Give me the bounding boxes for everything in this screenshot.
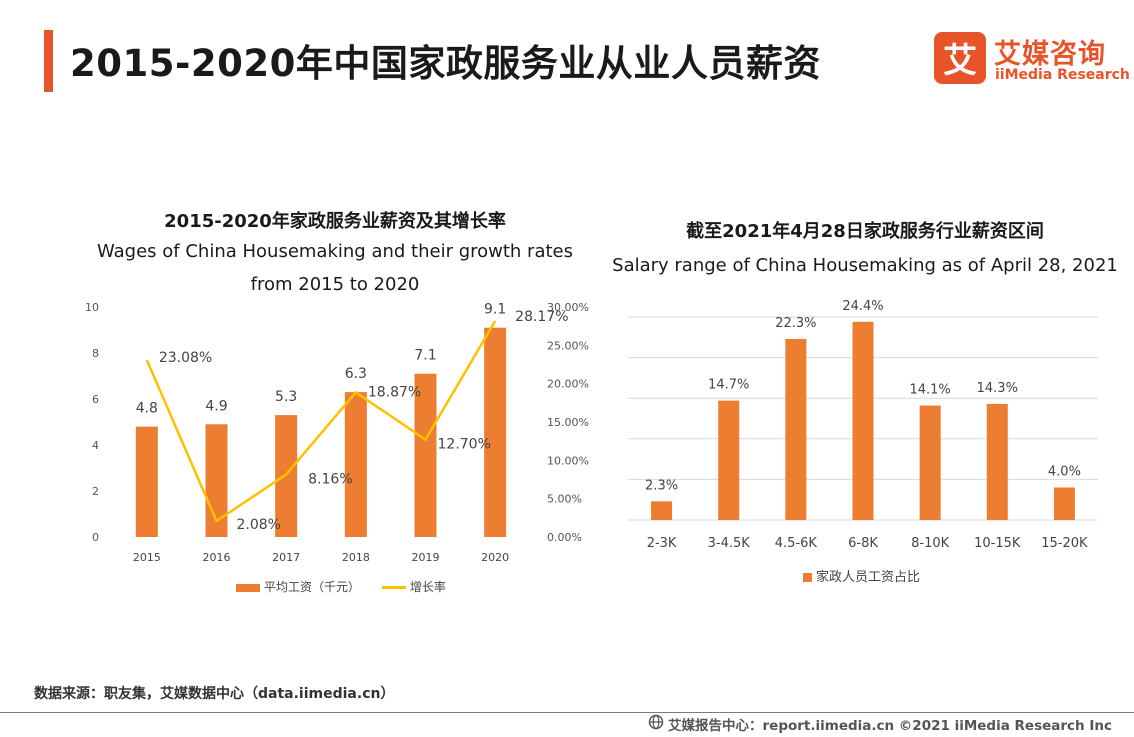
salary-share-bar — [651, 501, 673, 520]
logo-mark-icon: 艾 — [934, 32, 986, 84]
salary-share-bar — [919, 405, 941, 520]
salary-range-tick-label: 3-4.5K — [708, 536, 751, 551]
growth-rate-label: 2.08% — [237, 517, 281, 533]
growth-rate-label: 23.08% — [159, 350, 212, 366]
legend-item-wage: 平均工资（千元） — [236, 578, 360, 595]
salary-share-label: 14.3% — [977, 381, 1018, 396]
right-y-tick-label: 5.00% — [547, 493, 582, 506]
wage-bar — [484, 327, 507, 537]
legend-swatch-share — [803, 573, 812, 582]
left-y-tick-label: 6 — [92, 393, 99, 406]
salary-range-tick-label: 8-10K — [911, 536, 950, 551]
legend-swatch-line — [381, 586, 406, 589]
right-y-tick-label: 15.00% — [547, 416, 589, 429]
salary-share-bar — [785, 338, 807, 520]
salary-share-label: 4.0% — [1048, 465, 1081, 480]
right-y-tick-label: 10.00% — [547, 454, 589, 467]
data-source: 数据来源：职友集，艾媒数据中心（data.iimedia.cn） — [34, 686, 395, 702]
wage-bar — [414, 373, 437, 537]
wage-bar-label: 5.3 — [275, 389, 297, 405]
right-y-tick-label: 25.00% — [547, 339, 589, 352]
salary-range-tick-label: 6-8K — [848, 536, 878, 551]
salary-range-tick-label: 15-20K — [1041, 536, 1088, 551]
wage-bar-label: 7.1 — [414, 348, 436, 364]
salary-share-label: 2.3% — [645, 478, 678, 493]
growth-rate-label: 8.16% — [308, 471, 352, 487]
wage-bar-label: 9.1 — [484, 302, 506, 318]
growth-rate-label: 12.70% — [438, 437, 491, 453]
right-y-tick-label: 30.00% — [547, 301, 589, 314]
growth-rate-label: 28.17% — [515, 309, 568, 325]
right-y-tick-label: 20.00% — [547, 378, 589, 391]
left-chart-title: 2015-2020年家政服务业薪资及其增长率 — [164, 211, 506, 232]
wage-bar-label: 4.8 — [136, 401, 158, 417]
left-y-tick-label: 10 — [85, 301, 99, 314]
x-tick-label: 2017 — [272, 551, 300, 564]
wage-bar — [135, 426, 158, 537]
x-tick-label: 2016 — [203, 551, 231, 564]
salary-share-bar — [1053, 487, 1075, 520]
left-y-tick-label: 0 — [92, 531, 99, 544]
legend-item-growth: 增长率 — [381, 578, 446, 595]
footer-credit: 艾媒报告中心：report.iimedia.cn ©2021 iiMedia R… — [648, 714, 1112, 734]
salary-share-bar — [986, 403, 1008, 520]
salary-range-tick-label: 10-15K — [974, 536, 1021, 551]
legend-label-wage: 平均工资（千元） — [264, 580, 361, 594]
left-y-tick-label: 4 — [92, 439, 99, 452]
salary-range-tick-label: 4.5-6K — [775, 536, 818, 551]
salary-share-bar — [852, 321, 874, 520]
logo-english-text: iiMedia Research — [995, 67, 1130, 83]
salary-share-label: 24.4% — [842, 299, 883, 314]
x-tick-label: 2018 — [342, 551, 370, 564]
left-chart-subtitle-line1: Wages of China Housemaking and their gro… — [97, 241, 573, 262]
salary-share-label: 14.1% — [909, 383, 950, 398]
left-chart-subtitle-line2: from 2015 to 2020 — [250, 274, 420, 295]
left-y-tick-label: 8 — [92, 347, 99, 360]
iimedia-logo: 艾 艾媒咨询 iiMedia Research — [934, 32, 1130, 88]
logo-mark-text: 艾 — [943, 41, 977, 81]
wage-bar-label: 4.9 — [205, 398, 227, 414]
salary-share-bar — [718, 400, 740, 520]
wage-bar — [344, 392, 367, 537]
growth-rate-line — [145, 320, 497, 523]
title-accent-bar — [44, 30, 53, 92]
salary-share-label: 14.7% — [708, 378, 749, 393]
salary-share-label: 22.3% — [775, 316, 816, 331]
wage-bar-label: 6.3 — [345, 366, 367, 382]
logo-chinese-text: 艾媒咨询 — [994, 39, 1106, 70]
wage-bar — [275, 415, 298, 537]
left-chart-legend: 平均工资（千元） 增长率 — [236, 578, 464, 595]
footer-credit-text: 艾媒报告中心：report.iimedia.cn ©2021 iiMedia R… — [668, 718, 1112, 734]
globe-icon — [648, 714, 664, 734]
legend-label-growth: 增长率 — [409, 580, 446, 594]
footer-divider — [0, 712, 1134, 713]
legend-label-share: 家政人员工资占比 — [816, 570, 921, 585]
legend-swatch-bar — [236, 583, 260, 592]
right-chart-title: 截至2021年4月28日家政服务行业薪资区间 — [686, 221, 1044, 242]
left-y-tick-label: 2 — [92, 485, 99, 498]
growth-rate-label: 18.87% — [368, 384, 421, 400]
x-tick-label: 2020 — [481, 551, 509, 564]
legend-item-share: 家政人员工资占比 — [803, 566, 920, 585]
right-y-tick-label: 0.00% — [547, 531, 582, 544]
x-tick-label: 2015 — [133, 551, 161, 564]
page-title: 2015-2020年中国家政服务业从业人员薪资 — [70, 42, 821, 85]
right-chart-subtitle: Salary range of China Housemaking as of … — [612, 255, 1118, 276]
right-chart-legend: 家政人员工资占比 — [803, 566, 938, 585]
salary-range-tick-label: 2-3K — [647, 536, 677, 551]
x-tick-label: 2019 — [412, 551, 440, 564]
